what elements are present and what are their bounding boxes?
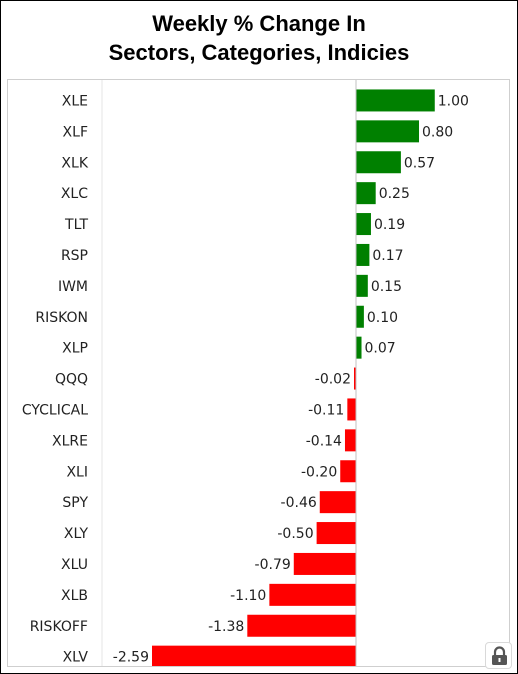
value-label: 0.07 (365, 341, 396, 357)
value-label: 1.00 (438, 93, 469, 109)
category-label: XLF (63, 124, 88, 140)
bar-iwm (356, 274, 368, 297)
bar-spy (319, 491, 356, 514)
category-label: TLT (64, 217, 88, 233)
category-label: XLK (61, 155, 88, 171)
value-label: -0.02 (315, 372, 351, 388)
chart-title: Weekly % Change In Sectors, Categories, … (1, 9, 517, 67)
category-label: XLRE (52, 433, 88, 449)
bar-riskon (356, 305, 364, 328)
chart-title-line-1: Weekly % Change In (152, 11, 366, 36)
bar-xli (340, 460, 356, 483)
category-label: XLI (66, 464, 88, 480)
bar-xlp (356, 336, 362, 359)
bar-riskoff (247, 614, 356, 637)
value-label: -1.10 (230, 588, 266, 604)
category-label: RSP (61, 248, 88, 264)
value-label: -0.79 (255, 557, 291, 573)
value-label: 0.25 (379, 186, 410, 202)
value-label: -0.14 (306, 433, 342, 449)
category-label: IWM (58, 279, 88, 295)
bar-cyclical (347, 398, 356, 421)
value-label: -0.46 (281, 495, 317, 511)
value-label: 0.80 (422, 124, 453, 140)
bar-xly (316, 522, 356, 545)
value-label: 0.19 (374, 217, 405, 233)
category-label: QQQ (55, 372, 88, 388)
value-label: 0.17 (372, 248, 403, 264)
bar-qqq (354, 367, 356, 390)
category-label: XLU (61, 557, 88, 573)
lock-button[interactable] (485, 642, 512, 669)
category-label: RISKOFF (30, 619, 88, 635)
category-label: SPY (62, 495, 88, 511)
category-label: XLB (61, 588, 88, 604)
value-label: -2.59 (113, 650, 149, 666)
bar-rsp (356, 243, 370, 266)
category-label: XLV (63, 650, 89, 666)
bar-xlk (356, 151, 401, 174)
value-label: 0.57 (404, 155, 435, 171)
bar-xle (356, 89, 435, 112)
plot-area: XLE 1.00 XLF 0.80 XLK 0.57 XLC 0.25 TLT 0.19 RSP 0.… (7, 79, 510, 667)
value-label: -1.38 (208, 619, 244, 635)
value-label: 0.10 (367, 310, 398, 326)
chart-title-line-2: Sectors, Categories, Indicies (108, 40, 410, 65)
lock-icon (492, 646, 507, 665)
category-label: XLP (62, 341, 88, 357)
bar-xlre (344, 429, 356, 452)
bar-chart: XLE 1.00 XLF 0.80 XLK 0.57 XLC 0.25 TLT 0.19 RSP 0.… (22, 80, 469, 666)
bar-xlu (293, 552, 356, 575)
value-label: -0.50 (277, 526, 313, 542)
category-label: CYCLICAL (22, 402, 88, 418)
bar-xlf (356, 120, 420, 143)
value-label: -0.11 (308, 402, 344, 418)
bar-xlc (356, 182, 376, 205)
category-label: RISKON (35, 310, 88, 326)
category-label: XLY (64, 526, 89, 542)
bar-xlv (152, 645, 356, 666)
bar-xlb (269, 583, 356, 606)
category-label: XLC (61, 186, 88, 202)
category-label: XLE (62, 93, 88, 109)
value-label: 0.15 (371, 279, 402, 295)
value-label: -0.20 (301, 464, 337, 480)
bar-tlt (356, 213, 371, 236)
